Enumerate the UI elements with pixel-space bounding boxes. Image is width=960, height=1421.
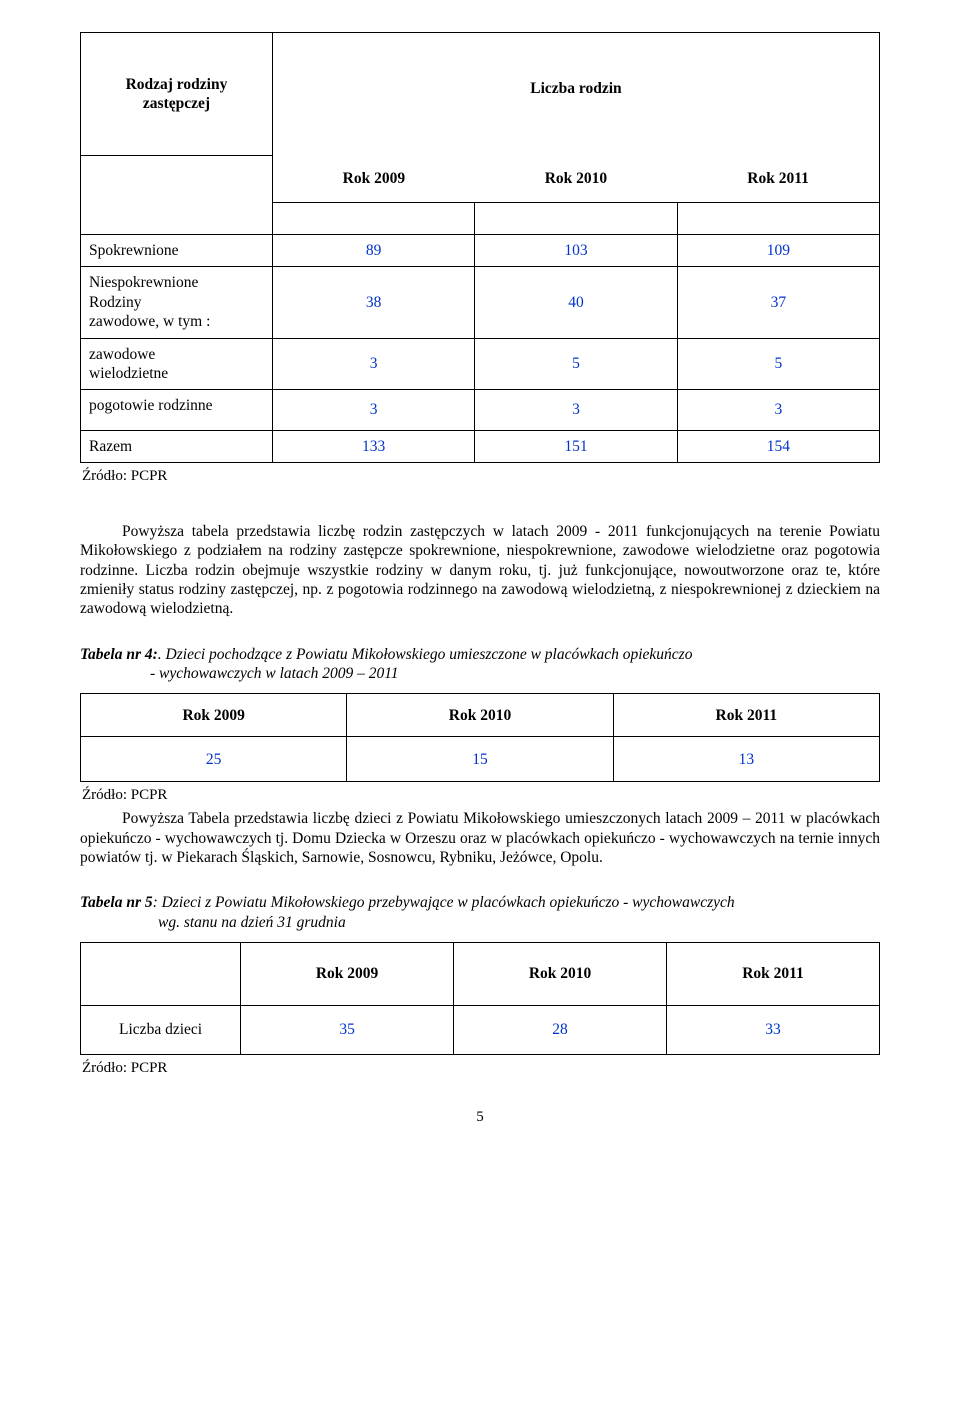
blank-cell: [272, 202, 474, 235]
blank-cell: [475, 202, 677, 235]
caption-text: . Dzieci pochodzące z Powiatu Mikołowski…: [158, 646, 693, 663]
cell-value: 133: [272, 430, 474, 462]
blank-cell: [677, 202, 879, 235]
table-row: 25 15 13: [81, 737, 880, 782]
th-year-2009: Rok 2009: [272, 156, 474, 203]
th-year-2009: Rok 2009: [81, 694, 347, 737]
table-families: Rodzaj rodziny zastępczej Liczba rodzin …: [80, 32, 880, 463]
cell-value: 28: [454, 1006, 667, 1055]
th-year-2010: Rok 2010: [475, 156, 677, 203]
table-children-status: Rok 2009 Rok 2010 Rok 2011 Liczba dzieci…: [80, 942, 880, 1055]
cell-value: 89: [272, 235, 474, 267]
caption-bold: Tabela nr 4:: [80, 646, 158, 663]
table-placements: Rok 2009 Rok 2010 Rok 2011 25 15 13: [80, 693, 880, 782]
table3-caption: Tabela nr 5: Dzieci z Powiatu Mikołowski…: [80, 893, 880, 932]
table-row: Niespokrewnione 38 40 37: [81, 267, 880, 293]
cell-value: 151: [475, 430, 677, 462]
table-row: Spokrewnione 89 103 109: [81, 235, 880, 267]
col-family-type: Rodzaj rodziny zastępczej: [81, 33, 273, 156]
row-label: Niespokrewnione: [81, 267, 273, 293]
cell-value: 109: [677, 235, 879, 267]
label-line: wielodzietne: [89, 364, 264, 383]
cell-value: 25: [81, 737, 347, 782]
table-row: pogotowie rodzinne 3 3 3: [81, 390, 880, 430]
th-year-2011: Rok 2011: [613, 694, 879, 737]
cell-value: 37: [677, 267, 879, 338]
th-year-2009: Rok 2009: [241, 943, 454, 1006]
table-source: Źródło: PCPR: [82, 467, 880, 486]
cell-value: 5: [677, 338, 879, 390]
table-row: zawodowe wielodzietne 3 5 5: [81, 338, 880, 390]
label-line: zawodowe: [89, 345, 264, 364]
page: Rodzaj rodziny zastępczej Liczba rodzin …: [0, 0, 960, 1167]
th-year-2011: Rok 2011: [677, 156, 879, 203]
cell-value: 3: [475, 390, 677, 430]
row-label: pogotowie rodzinne: [81, 390, 273, 430]
row-label: Razem: [81, 430, 273, 462]
row-label: Liczba dzieci: [81, 1006, 241, 1055]
caption-bold: Tabela nr 5: [80, 894, 153, 911]
caption-text-line2: wg. stanu na dzień 31 grudnia: [80, 914, 346, 931]
row-label: zawodowe wielodzietne: [81, 338, 273, 390]
table-row-total: Razem 133 151 154: [81, 430, 880, 462]
cell-value: 3: [272, 390, 474, 430]
cell-value: 3: [272, 338, 474, 390]
cell-value: 3: [677, 390, 879, 430]
label-line: zawodowe, w tym :: [89, 312, 264, 331]
cell-value: 5: [475, 338, 677, 390]
cell-value: 15: [347, 737, 613, 782]
th-year-2011: Rok 2011: [667, 943, 880, 1006]
table-row: Liczba dzieci 35 28 33: [81, 1006, 880, 1055]
row-label: Spokrewnione: [81, 235, 273, 267]
row-label: Rodziny zawodowe, w tym :: [81, 293, 273, 338]
table2-caption: Tabela nr 4:. Dzieci pochodzące z Powiat…: [80, 645, 880, 684]
blank-cell: [81, 156, 273, 203]
th-year-2010: Rok 2010: [347, 694, 613, 737]
cell-value: 13: [613, 737, 879, 782]
th-line1: Rodzaj rodziny: [89, 75, 264, 94]
cell-value: 33: [667, 1006, 880, 1055]
caption-text: : Dzieci z Powiatu Mikołowskiego przebyw…: [153, 894, 735, 911]
caption-text-line2: - wychowawczych w latach 2009 – 2011: [80, 665, 399, 682]
cell-value: 40: [475, 267, 677, 338]
blank-cell: [81, 202, 273, 235]
blank-header-cell: [81, 943, 241, 1006]
table-source: Źródło: PCPR: [82, 1059, 880, 1078]
cell-value: 35: [241, 1006, 454, 1055]
table-source: Źródło: PCPR: [82, 786, 880, 805]
paragraph-1: Powyższa tabela przedstawia liczbę rodzi…: [80, 522, 880, 619]
page-number: 5: [80, 1108, 880, 1127]
cell-value: 154: [677, 430, 879, 462]
paragraph-2: Powyższa Tabela przedstawia liczbę dziec…: [80, 809, 880, 867]
cell-value: 103: [475, 235, 677, 267]
th-year-2010: Rok 2010: [454, 943, 667, 1006]
cell-value: 38: [272, 267, 474, 338]
label-line: Rodziny: [89, 293, 264, 312]
th-line2: zastępczej: [89, 94, 264, 113]
col-count: Liczba rodzin: [272, 33, 879, 156]
